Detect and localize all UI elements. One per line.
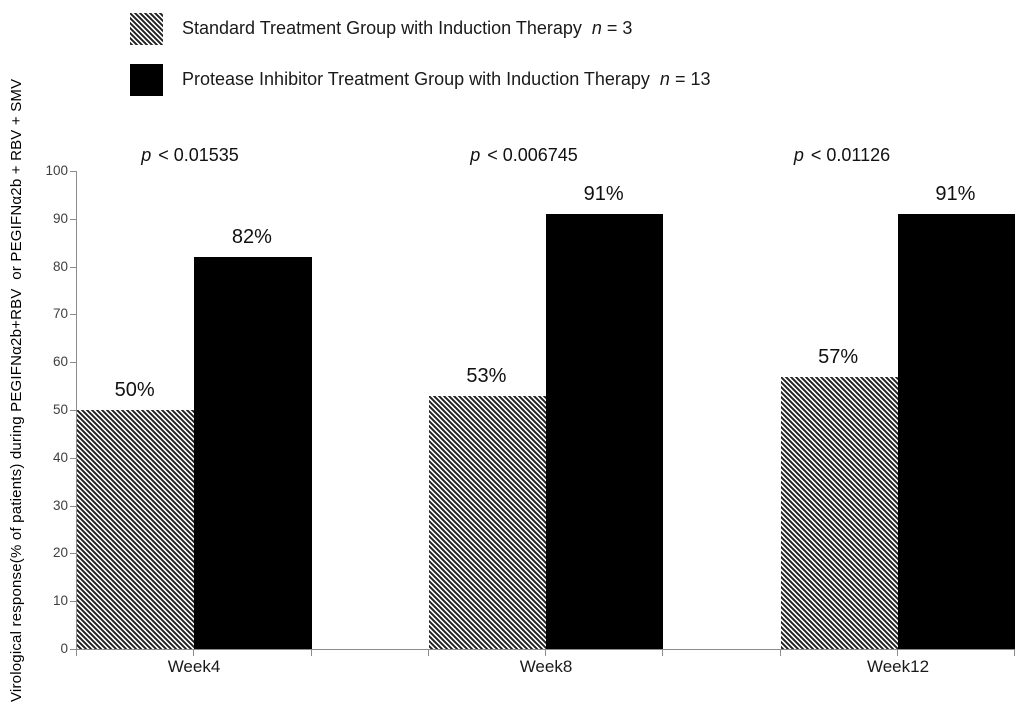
y-axis-tick xyxy=(70,505,76,507)
y-axis-tick xyxy=(70,171,76,172)
bar-protease-week4 xyxy=(194,257,312,649)
y-axis-tick xyxy=(70,314,76,316)
x-axis-tick xyxy=(779,650,781,656)
x-axis-label-week12: Week12 xyxy=(866,657,930,676)
hatched-fill xyxy=(77,410,195,649)
bar-standard-week8 xyxy=(428,395,546,649)
x-axis-tick xyxy=(1014,650,1015,656)
y-axis-tick xyxy=(70,649,76,650)
bar-protease-week12 xyxy=(897,214,1015,649)
x-axis-tick xyxy=(545,650,546,656)
y-axis-tick xyxy=(70,362,76,364)
y-axis-tick-label: 60 xyxy=(52,354,68,370)
y-axis-tick xyxy=(70,457,76,459)
x-axis-label-week8: Week8 xyxy=(519,657,573,676)
y-axis-tick-label: 50 xyxy=(52,402,68,417)
y-axis-tick-label: 100 xyxy=(45,163,68,178)
y-axis-tick-label: 80 xyxy=(52,258,68,274)
legend-text: Standard Treatment Group with Induction … xyxy=(182,18,582,38)
bar-standard-week12 xyxy=(780,376,898,649)
legend-label-standard-group: Standard Treatment Group with Induction … xyxy=(182,18,632,39)
x-axis-tick xyxy=(427,650,429,656)
y-axis-tick-label: 20 xyxy=(52,545,68,561)
bar-value-label: 91% xyxy=(935,183,976,206)
bar-value-label: 57% xyxy=(818,345,859,368)
hatched-fill xyxy=(780,376,898,649)
legend-n-count: n = 13 xyxy=(659,69,711,89)
y-axis-tick xyxy=(70,553,76,555)
y-axis-tick xyxy=(70,266,76,268)
x-axis-tick xyxy=(896,650,898,656)
bar-value-label: 91% xyxy=(583,183,624,206)
y-axis-tick xyxy=(70,601,76,603)
legend-label-protease-group: Protease Inhibitor Treatment Group with … xyxy=(182,69,710,90)
legend-text: Protease Inhibitor Treatment Group with … xyxy=(182,69,650,89)
legend-swatch-solid-black xyxy=(130,64,163,96)
bar-value-label: 50% xyxy=(114,379,155,401)
y-axis-tick xyxy=(70,218,76,220)
bar-standard-week4 xyxy=(77,410,195,649)
bar-value-label: 53% xyxy=(466,364,507,387)
y-axis-tick-label: 40 xyxy=(52,449,68,465)
y-axis-title: Virological response(% of patients) duri… xyxy=(8,78,25,702)
x-axis-label-week4: Week4 xyxy=(167,657,221,676)
x-axis-tick xyxy=(193,650,195,656)
x-axis-tick xyxy=(76,650,77,656)
x-axis-tick xyxy=(310,650,312,656)
y-axis-tick-label: 30 xyxy=(52,497,68,513)
legend-n-count: n = 3 xyxy=(591,18,633,38)
p-value-week4: p < 0.01535 xyxy=(141,145,239,165)
y-axis-tick xyxy=(70,410,76,411)
p-value-week12: p < 0.01126 xyxy=(793,145,891,165)
y-axis-tick-label: 10 xyxy=(52,593,68,609)
x-axis-tick xyxy=(662,650,664,656)
y-axis-tick-label: 0 xyxy=(60,641,68,656)
bar-value-label: 82% xyxy=(231,226,272,249)
legend-swatch-hatched xyxy=(130,13,163,45)
p-value-week8: p < 0.006745 xyxy=(470,145,578,165)
plot-area xyxy=(76,171,1015,650)
y-axis-tick-label: 90 xyxy=(52,210,68,226)
hatched-fill xyxy=(428,395,546,649)
y-axis-tick-label: 70 xyxy=(52,306,68,322)
bar-protease-week8 xyxy=(546,214,664,649)
